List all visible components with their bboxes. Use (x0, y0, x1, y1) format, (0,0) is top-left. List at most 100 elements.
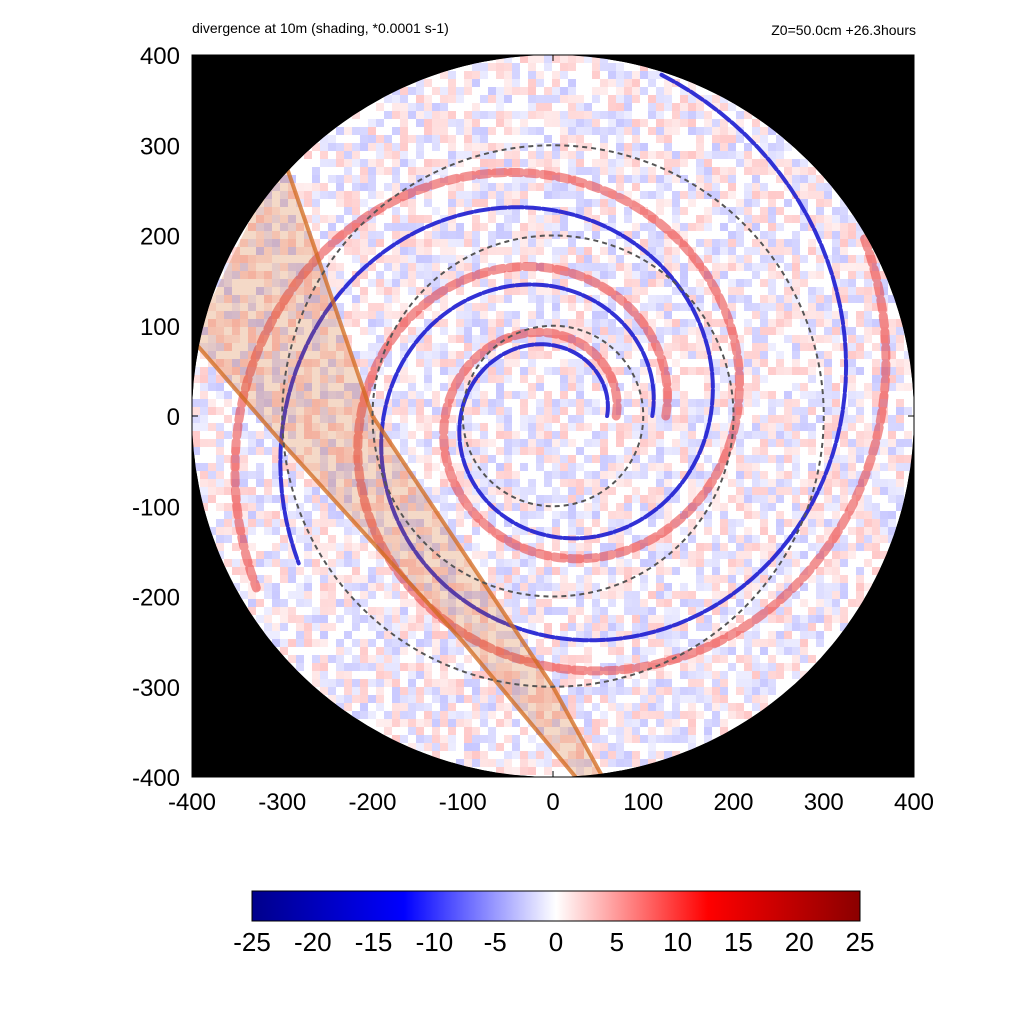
field-cell (528, 591, 536, 599)
field-cell (376, 191, 384, 199)
field-cell (896, 423, 904, 431)
field-cell (856, 591, 864, 599)
field-cell (744, 511, 752, 519)
field-cell (736, 471, 744, 479)
field-cell (360, 463, 368, 471)
field-cell (896, 359, 904, 367)
field-cell (624, 599, 632, 607)
field-cell (384, 631, 392, 639)
field-cell (360, 647, 368, 655)
field-cell (512, 279, 520, 287)
divergence-band (353, 234, 891, 676)
field-cell (256, 247, 264, 255)
field-cell (464, 639, 472, 647)
field-cell (896, 455, 904, 463)
field-cell (696, 311, 704, 319)
field-cell (800, 407, 808, 415)
field-cell (752, 271, 760, 279)
field-cell (816, 399, 824, 407)
field-cell (696, 503, 704, 511)
field-cell (872, 511, 880, 519)
field-cell (592, 487, 600, 495)
field-cell (368, 679, 376, 687)
field-cell (760, 511, 768, 519)
field-cell (376, 271, 384, 279)
field-cell (432, 103, 440, 111)
field-cell (240, 263, 248, 271)
field-cell (488, 87, 496, 95)
field-cell (552, 647, 560, 655)
field-cell (512, 567, 520, 575)
field-cell (368, 695, 376, 703)
field-cell (616, 183, 624, 191)
field-cell (728, 175, 736, 183)
field-cell (664, 119, 672, 127)
field-cell (592, 455, 600, 463)
field-cell (312, 335, 320, 343)
field-cell (504, 367, 512, 375)
field-cell (680, 367, 688, 375)
field-cell (504, 495, 512, 503)
field-cell (272, 631, 280, 639)
field-cell (376, 687, 384, 695)
field-cell (472, 487, 480, 495)
field-cell (744, 207, 752, 215)
field-cell (288, 615, 296, 623)
field-cell (576, 119, 584, 127)
field-cell (512, 471, 520, 479)
field-cell (536, 247, 544, 255)
field-cell (544, 415, 552, 423)
field-cell (376, 671, 384, 679)
field-cell (800, 159, 808, 167)
field-cell (240, 359, 248, 367)
field-cell (704, 471, 712, 479)
overlay-line (280, 153, 605, 777)
field-cell (720, 607, 728, 615)
range-ring (371, 234, 735, 598)
field-cell (672, 223, 680, 231)
field-cell (216, 359, 224, 367)
field-cell (864, 271, 872, 279)
field-cell (504, 143, 512, 151)
field-cell (752, 127, 760, 135)
field-cell (696, 191, 704, 199)
field-cell (712, 647, 720, 655)
field-cell (336, 671, 344, 679)
field-cell (480, 151, 488, 159)
field-cell (896, 319, 904, 327)
field-cell (664, 615, 672, 623)
field-cell (736, 551, 744, 559)
field-cell (536, 687, 544, 695)
field-cell (600, 679, 608, 687)
field-cell (592, 263, 600, 271)
field-cell (560, 583, 568, 591)
field-cell (424, 135, 432, 143)
field-cell (480, 647, 488, 655)
field-cell (552, 95, 560, 103)
field-cell (464, 487, 472, 495)
field-cell (664, 167, 672, 175)
field-cell (632, 551, 640, 559)
field-cell (560, 679, 568, 687)
field-cell (400, 87, 408, 95)
field-cell (672, 495, 680, 503)
field-cell (208, 303, 216, 311)
field-cell (752, 175, 760, 183)
field-cell (656, 623, 664, 631)
field-cell (696, 687, 704, 695)
field-cell (368, 447, 376, 455)
field-cell (896, 487, 904, 495)
field-cell (720, 615, 728, 623)
field-cell (560, 423, 568, 431)
field-cell (656, 455, 664, 463)
field-cell (448, 559, 456, 567)
field-cell (336, 335, 344, 343)
field-cell (512, 183, 520, 191)
field-cell (768, 439, 776, 447)
field-cell (576, 751, 584, 759)
field-cell (608, 247, 616, 255)
field-cell (568, 583, 576, 591)
field-cell (216, 335, 224, 343)
field-cell (464, 591, 472, 599)
field-cell (720, 551, 728, 559)
